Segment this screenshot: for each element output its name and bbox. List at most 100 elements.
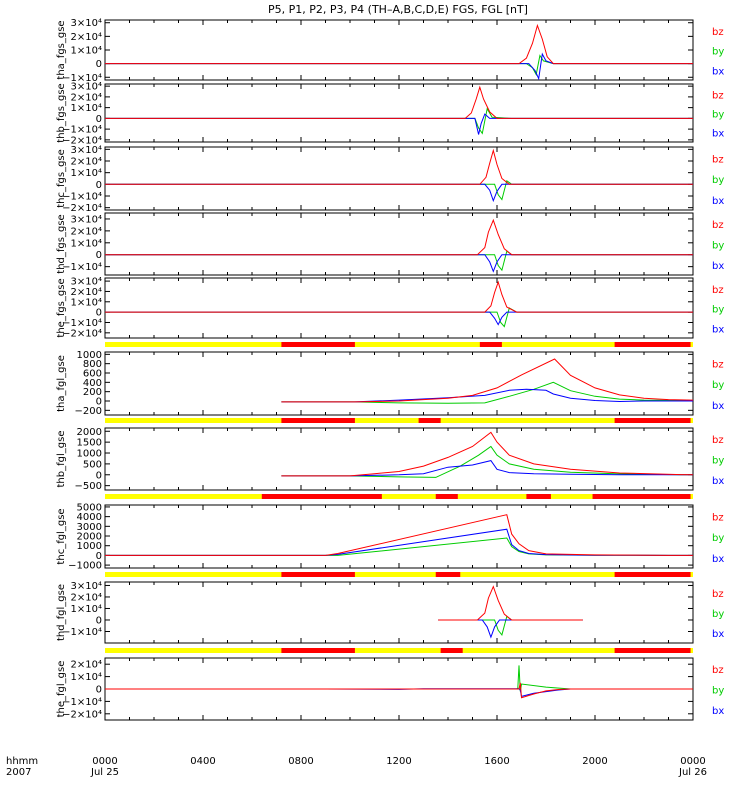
- status-bar-segment: [479, 342, 502, 347]
- status-bar: [105, 418, 693, 423]
- legend-by: by: [712, 456, 724, 467]
- legend-bx: bx: [712, 706, 724, 717]
- panel-frame: [104, 351, 694, 416]
- x-date-label-end: Jul 26: [678, 767, 707, 778]
- series-line-bz: [281, 431, 694, 477]
- panel-ylabel: thb_fgs_gse: [56, 83, 67, 142]
- y-tick-label: −2×10⁴: [62, 709, 102, 720]
- x-axis: hhmm 2007 Jul 25 Jul 26 0000 0400 0800 1200…: [6, 756, 707, 778]
- panel-frame: [104, 83, 694, 143]
- y-tick-label: 2000: [77, 427, 102, 438]
- panel-ylabel: thb_fgl_gse: [56, 431, 67, 488]
- series-line-bz: [105, 280, 693, 313]
- status-bar: [105, 572, 693, 577]
- y-tick-label: 1×10⁴: [71, 604, 102, 615]
- status-bar-base: [105, 648, 693, 653]
- y-tick-label: −2×10⁴: [62, 135, 102, 146]
- y-tick-label: 2×10⁴: [71, 32, 102, 43]
- panel-ylabel: the_fgl_gse: [56, 661, 67, 718]
- legend-bx: bx: [712, 196, 724, 207]
- panel-frame: [104, 504, 694, 569]
- legend-by: by: [712, 110, 724, 121]
- y-tick-label: −1000: [68, 561, 102, 572]
- status-bar-segment: [281, 648, 355, 653]
- status-bar-segment: [614, 648, 691, 653]
- series-line-bx: [105, 183, 693, 203]
- series-line-bx: [438, 619, 583, 639]
- plot-title: P5, P1, P2, P3, P4 (TH–A,B,C,D,E) FGS, F…: [268, 3, 528, 16]
- status-bar-segment: [435, 572, 461, 577]
- y-tick-label: 1000: [77, 350, 102, 361]
- x-tick-label: 0000: [680, 756, 705, 767]
- status-bar-segment: [526, 494, 551, 499]
- panel-ylabel: tha_fgl_gse: [56, 355, 67, 412]
- series-line-by: [281, 381, 694, 404]
- y-tick-label: −1×10⁴: [62, 192, 102, 203]
- status-bar-segment: [281, 418, 355, 423]
- legend-bz: bz: [712, 359, 724, 370]
- legend-bz: bz: [712, 665, 724, 676]
- y-tick-label: 3×10⁴: [71, 145, 102, 156]
- series-line-bz: [105, 85, 693, 119]
- y-tick-label: 3×10⁴: [71, 581, 102, 592]
- y-tick-label: −1×10⁴: [62, 73, 102, 84]
- legend-bz: bz: [712, 589, 724, 600]
- legend-bx: bx: [712, 129, 724, 140]
- x-tick-label: 2000: [582, 756, 607, 767]
- series-line-bx: [105, 113, 693, 135]
- y-tick-label: 0: [96, 615, 102, 626]
- x-tick-label: 0800: [288, 756, 313, 767]
- legend-bz: bz: [712, 154, 724, 165]
- y-tick-label: 200: [83, 387, 102, 398]
- y-tick-label: 2×10⁴: [71, 157, 102, 168]
- y-tick-label: 3×10⁴: [71, 82, 102, 93]
- status-bar-segment: [440, 648, 463, 653]
- series-line-by: [105, 54, 693, 76]
- panel-frame: [104, 581, 694, 644]
- y-tick-label: 3×10⁴: [71, 277, 102, 288]
- y-tick-label: 1×10⁴: [71, 103, 102, 114]
- series-line-bz: [105, 514, 693, 556]
- y-tick-label: 1×10⁴: [71, 168, 102, 179]
- y-tick-label: 1×10⁴: [71, 46, 102, 57]
- series-line-bz: [105, 23, 693, 65]
- y-tick-label: 2×10⁴: [71, 660, 102, 671]
- legend-by: by: [712, 175, 724, 186]
- status-bar-segment: [614, 418, 691, 423]
- status-bar-segment: [261, 494, 382, 499]
- series-line-by: [105, 307, 693, 328]
- legend-by: by: [712, 380, 724, 391]
- x-tick-label: 1600: [484, 756, 509, 767]
- legend-by: by: [712, 686, 724, 697]
- status-bar-segment: [418, 418, 441, 423]
- series-line-bx: [281, 460, 693, 477]
- status-bar: [105, 494, 693, 499]
- x-tick-label: 0000: [92, 756, 117, 767]
- status-bar-base: [105, 342, 693, 347]
- y-tick-label: 1000: [77, 541, 102, 552]
- y-tick-label: 2000: [77, 532, 102, 543]
- panel-ylabel: tha_fgs_gse: [56, 20, 67, 79]
- x-corner-bottom: 2007: [6, 767, 31, 778]
- panel-ylabel: thc_fgs_gse: [56, 149, 67, 208]
- legend-by: by: [712, 305, 724, 316]
- y-tick-label: 500: [83, 459, 102, 470]
- panel-ylabel: thd_fgl_gse: [56, 584, 67, 641]
- y-tick-label: 0: [96, 180, 102, 191]
- y-tick-label: 4000: [77, 512, 102, 523]
- y-tick-label: 600: [83, 369, 102, 380]
- status-bar-segment: [614, 572, 691, 577]
- y-tick-label: 0: [96, 685, 102, 696]
- y-tick-label: −1×10⁴: [62, 262, 102, 273]
- status-bar-segment: [592, 494, 691, 499]
- y-tick-label: 0: [96, 114, 102, 125]
- y-tick-label: 3×10⁴: [71, 18, 102, 29]
- y-tick-label: −1×10⁴: [62, 318, 102, 329]
